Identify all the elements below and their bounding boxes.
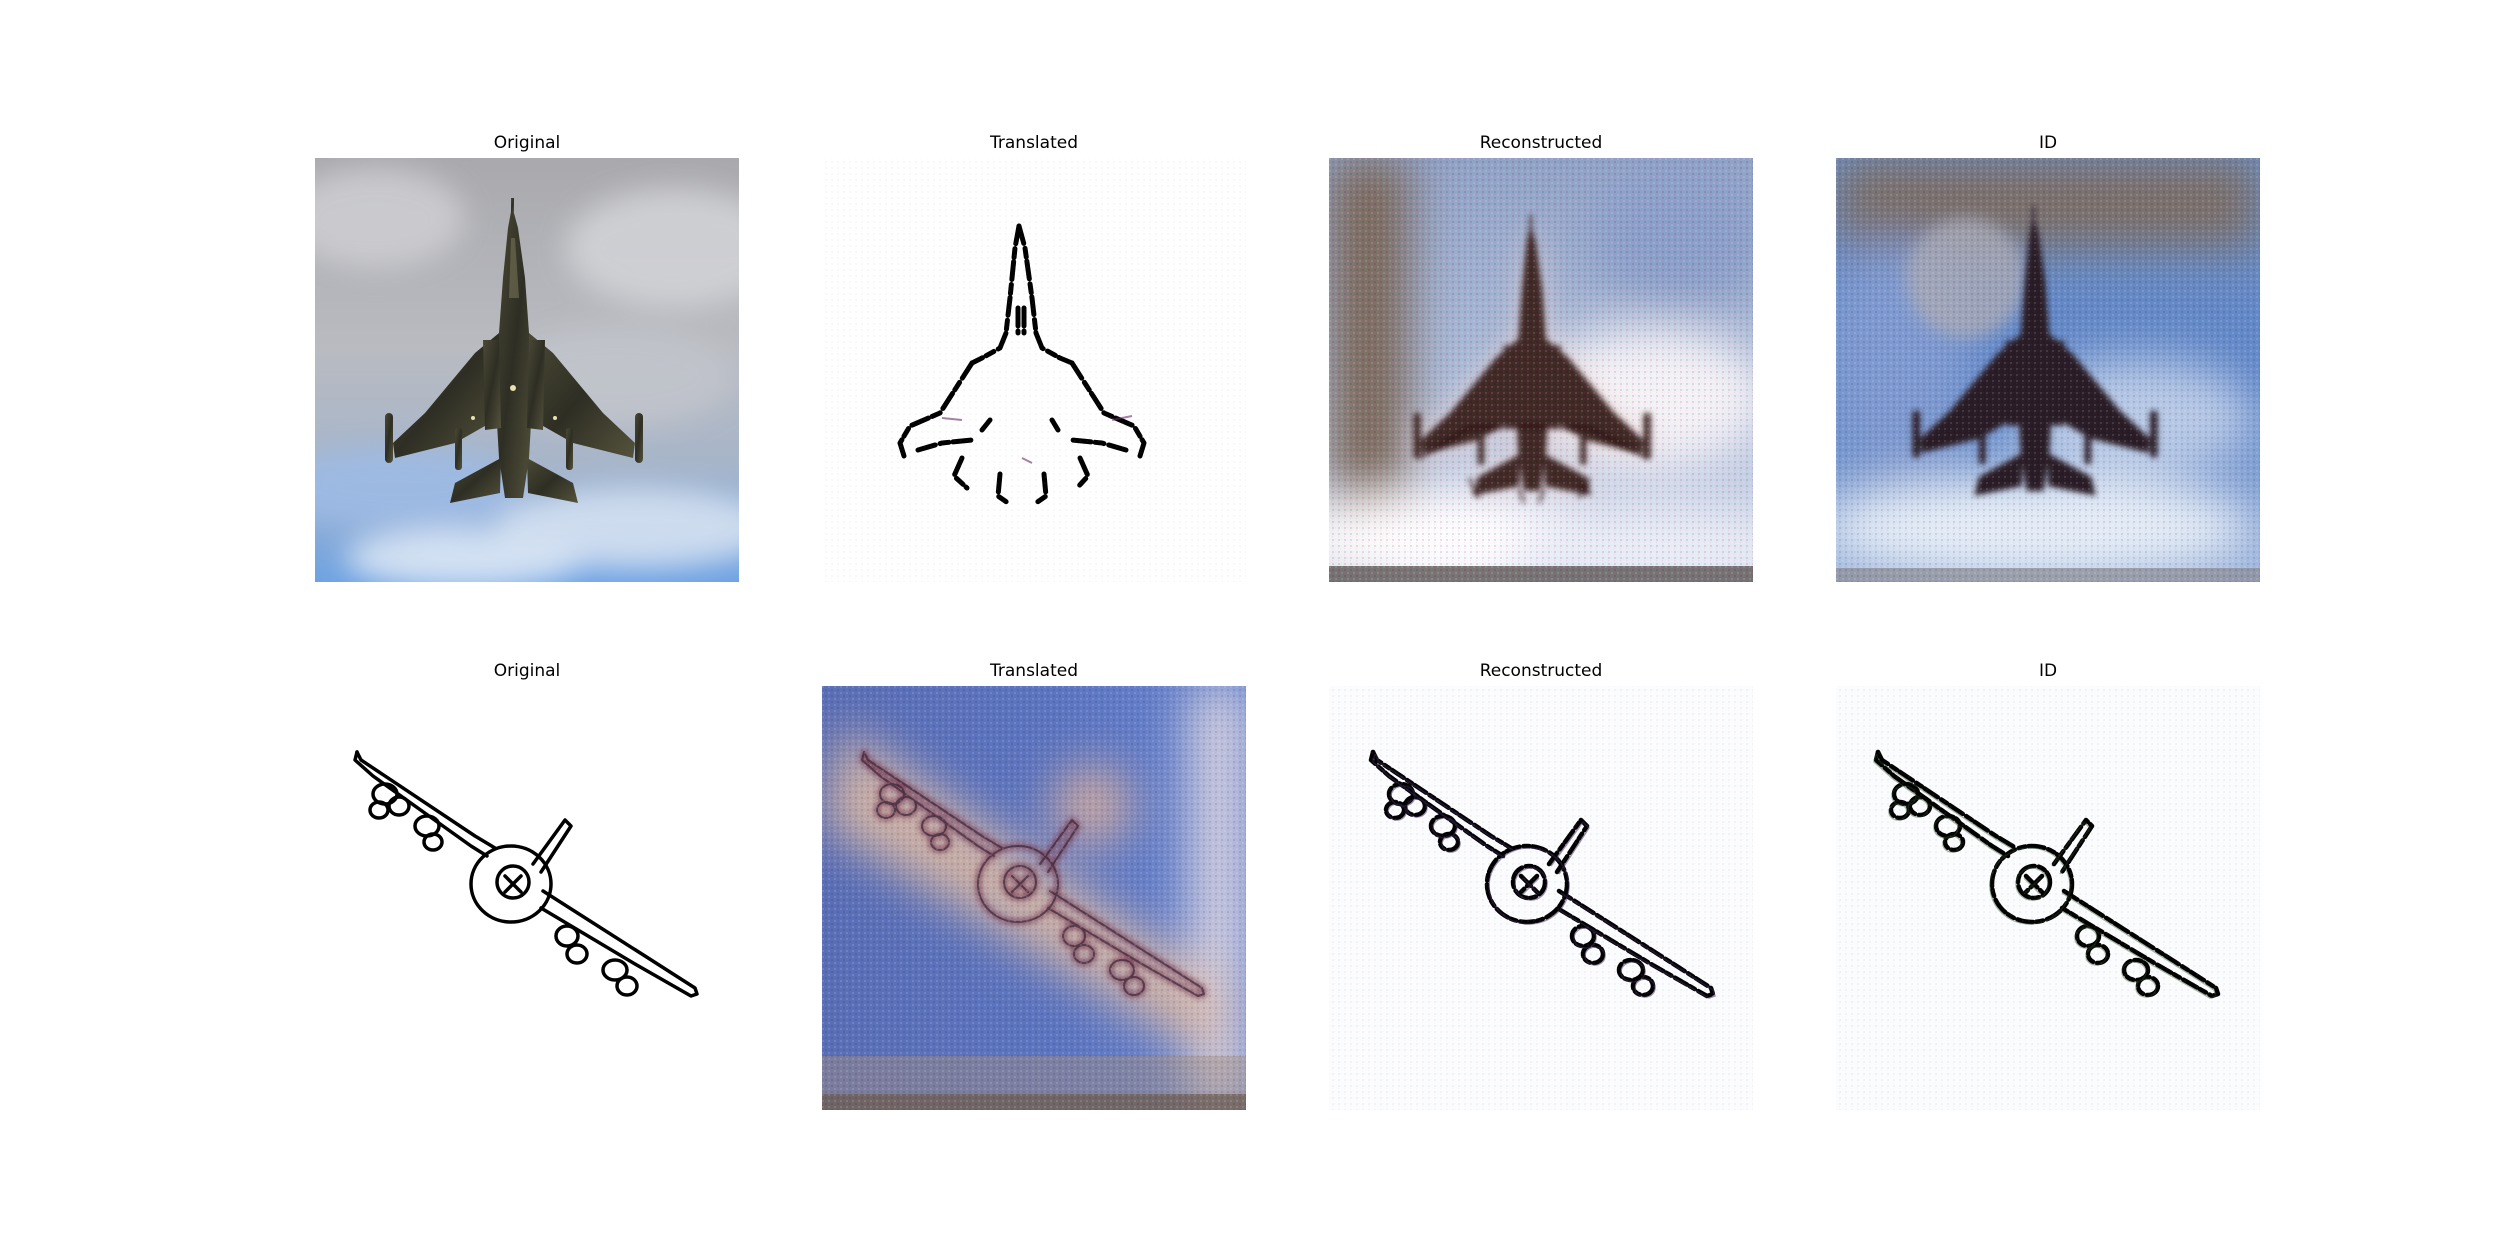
image-id-jet [1836,158,2260,582]
panel-title: Reconstructed [1479,661,1603,681]
panel-title: Reconstructed [1479,133,1603,153]
panel-title: Original [493,133,561,153]
image-reconstructed-plane-sketch [1329,686,1753,1110]
image-reconstructed-jet [1329,158,1753,582]
image-translated-jet-sketch [822,158,1246,582]
image-id-plane-sketch [1836,686,2260,1110]
panel-title: ID [2038,133,2058,153]
image-original-plane-sketch [315,686,739,1110]
panel-title: ID [2038,661,2058,681]
panel-title: Translated [990,661,1078,681]
image-translated-plane-photo [822,686,1246,1110]
panel-title: Translated [990,133,1078,153]
image-original-jet-photo [315,158,739,582]
panel-title: Original [493,661,561,681]
